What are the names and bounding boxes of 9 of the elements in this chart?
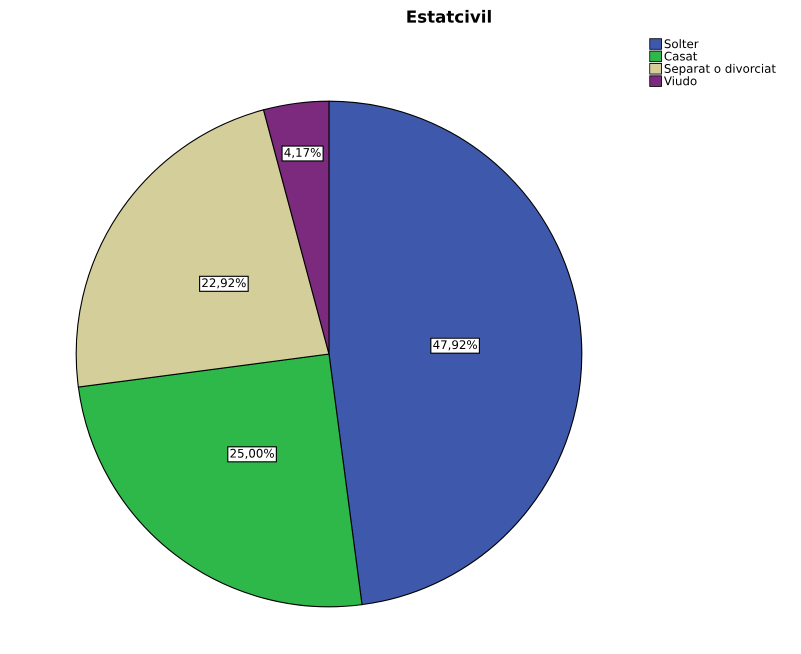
data-label: 4,17% — [284, 148, 321, 158]
data-label: 22,92% — [202, 278, 246, 288]
legend-label: Viudo — [664, 76, 697, 86]
data-label: 25,00% — [230, 448, 274, 459]
chart-title: Estatcivil — [407, 10, 491, 23]
legend-label: Casat — [664, 52, 698, 61]
data-label: 47,92% — [433, 340, 477, 350]
legend-label: Separat o divorciat — [664, 64, 776, 76]
legend-label: Solter — [664, 39, 699, 48]
